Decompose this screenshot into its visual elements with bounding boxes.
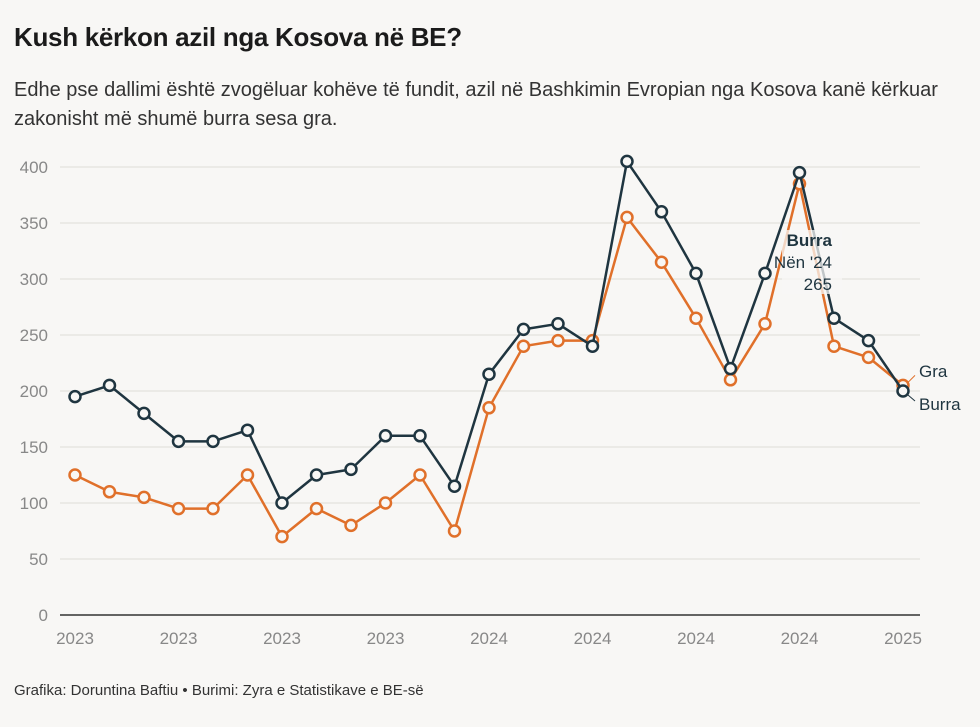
data-point-burra <box>137 406 151 421</box>
data-point-gra <box>758 317 772 331</box>
data-point-burra <box>482 367 496 381</box>
data-point-burra <box>896 384 910 398</box>
data-point-gra <box>344 518 358 533</box>
data-point-burra <box>413 429 427 443</box>
data-point-gra <box>68 468 82 482</box>
data-point-burra <box>68 389 82 404</box>
y-tick-label: 350 <box>20 214 48 233</box>
data-point-gra <box>240 468 255 482</box>
x-tick-label: 2023 <box>56 629 94 648</box>
data-point-burra <box>620 154 634 169</box>
tooltip-background <box>782 230 842 294</box>
data-point-burra <box>378 429 393 443</box>
y-tick-label: 200 <box>20 382 48 401</box>
gra-label-leader <box>907 375 916 383</box>
data-point-gra <box>482 401 496 415</box>
tooltip-value: 265 <box>804 275 832 294</box>
y-tick-label: 50 <box>29 550 48 569</box>
y-tick-label: 300 <box>20 270 48 289</box>
series-label-gra: Gra <box>919 362 948 381</box>
data-point-gra <box>861 350 876 365</box>
y-tick-label: 150 <box>20 438 48 457</box>
data-point-burra <box>447 479 462 493</box>
data-point-burra <box>275 496 289 510</box>
series-label-burra: Burra <box>919 395 961 414</box>
data-point-gra <box>620 210 634 225</box>
data-point-gra <box>516 339 531 353</box>
y-tick-label: 250 <box>20 326 48 345</box>
x-tick-label: 2023 <box>160 629 198 648</box>
chart-title: Kush kërkon azil nga Kosova në BE? <box>14 22 462 52</box>
data-point-burra <box>344 462 358 477</box>
x-tick-label: 2023 <box>263 629 301 648</box>
data-point-burra <box>102 378 117 393</box>
x-tick-label: 2025 <box>884 629 922 648</box>
data-point-gra <box>137 490 151 505</box>
data-point-gra <box>206 501 220 516</box>
data-point-burra <box>792 165 807 180</box>
data-point-gra <box>309 501 324 516</box>
data-point-burra <box>654 205 669 219</box>
data-point-burra <box>516 322 531 337</box>
burra-label-leader <box>907 394 916 402</box>
data-point-burra <box>723 361 738 376</box>
x-tick-label: 2024 <box>677 629 715 648</box>
chart-footer: Grafika: Doruntina Baftiu • Burimi: Zyra… <box>14 682 424 699</box>
series-line-burra <box>74 160 905 505</box>
data-point-gra <box>551 333 565 348</box>
data-point-burra <box>240 423 255 437</box>
data-point-gra <box>102 485 117 499</box>
data-point-gra <box>275 529 289 544</box>
data-point-gra <box>654 255 669 269</box>
data-point-burra <box>861 333 876 348</box>
y-tick-label: 0 <box>39 606 48 625</box>
x-tick-label: 2024 <box>781 629 819 648</box>
x-tick-label: 2024 <box>470 629 508 648</box>
y-tick-label: 400 <box>20 158 48 177</box>
data-point-gra <box>827 339 841 353</box>
data-point-gra <box>171 501 186 516</box>
x-tick-label: 2024 <box>574 629 612 648</box>
data-point-burra <box>309 468 324 482</box>
data-point-burra <box>585 339 600 353</box>
tooltip-period: Nën '24 <box>774 253 832 272</box>
data-point-gra <box>447 524 462 538</box>
data-point-gra <box>413 468 427 482</box>
data-point-burra <box>758 266 772 281</box>
chart-subtitle: Edhe pse dallimi është zvogëluar kohëve … <box>14 79 938 130</box>
data-point-gra <box>689 311 703 325</box>
data-point-burra <box>171 434 186 449</box>
tooltip-series: Burra <box>787 231 833 250</box>
data-point-burra <box>689 266 703 281</box>
data-point-burra <box>206 434 220 449</box>
x-tick-label: 2023 <box>367 629 405 648</box>
data-point-gra <box>378 496 393 510</box>
data-point-gra <box>723 373 738 387</box>
data-point-burra <box>551 317 565 331</box>
y-tick-label: 100 <box>20 494 48 513</box>
data-point-burra <box>827 311 841 325</box>
